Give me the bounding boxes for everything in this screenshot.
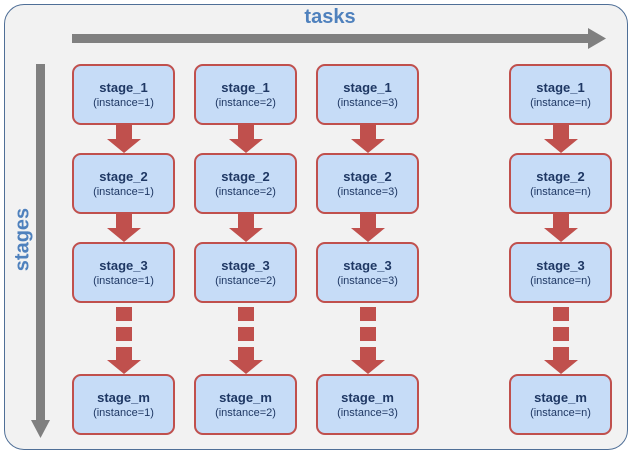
stage-instance: (instance=1)	[93, 185, 154, 198]
stage-box: stage_m (instance=n)	[509, 374, 612, 435]
stage-name: stage_2	[536, 168, 585, 184]
stage-name: stage_m	[534, 389, 587, 405]
stage-instance: (instance=n)	[530, 96, 591, 109]
stage-box: stage_2 (instance=n)	[509, 153, 612, 214]
stage-instance: (instance=n)	[530, 185, 591, 198]
stage-name: stage_3	[536, 257, 585, 273]
stage-name: stage_1	[221, 79, 270, 95]
stage-box: stage_2 (instance=3)	[316, 153, 419, 214]
flow-arrow	[106, 125, 141, 153]
stage-name: stage_m	[97, 389, 150, 405]
stage-instance: (instance=2)	[215, 96, 276, 109]
stage-box: stage_3 (instance=n)	[509, 242, 612, 303]
stage-name: stage_3	[221, 257, 270, 273]
stage-name: stage_1	[343, 79, 392, 95]
stage-box: stage_2 (instance=1)	[72, 153, 175, 214]
flow-arrow	[350, 347, 385, 374]
tasks-axis-arrow	[72, 28, 606, 49]
stage-instance: (instance=2)	[215, 185, 276, 198]
stage-name: stage_3	[343, 257, 392, 273]
stage-box: stage_m (instance=1)	[72, 374, 175, 435]
flow-arrow	[543, 125, 578, 153]
ellipsis-dash	[359, 307, 376, 321]
stage-instance: (instance=3)	[337, 274, 398, 287]
ellipsis-dash	[115, 307, 132, 321]
stage-name: stage_3	[99, 257, 148, 273]
stage-box: stage_3 (instance=3)	[316, 242, 419, 303]
stage-instance: (instance=1)	[93, 274, 154, 287]
stage-name: stage_2	[343, 168, 392, 184]
stage-instance: (instance=2)	[215, 406, 276, 419]
stage-box: stage_3 (instance=1)	[72, 242, 175, 303]
stage-name: stage_2	[99, 168, 148, 184]
stage-box: stage_1 (instance=2)	[194, 64, 297, 125]
stage-name: stage_2	[221, 168, 270, 184]
stage-instance: (instance=n)	[530, 274, 591, 287]
stage-box: stage_1 (instance=1)	[72, 64, 175, 125]
stage-box: stage_1 (instance=n)	[509, 64, 612, 125]
stage-name: stage_1	[99, 79, 148, 95]
flow-arrow	[350, 125, 385, 153]
stages-axis-label: stages	[11, 207, 34, 272]
stage-instance: (instance=1)	[93, 406, 154, 419]
stage-box: stage_1 (instance=3)	[316, 64, 419, 125]
stage-instance: (instance=3)	[337, 185, 398, 198]
flow-arrow	[106, 214, 141, 242]
stage-name: stage_1	[536, 79, 585, 95]
ellipsis-dash	[359, 327, 376, 341]
stage-box: stage_m (instance=2)	[194, 374, 297, 435]
stage-name: stage_m	[341, 389, 394, 405]
flow-arrow	[350, 214, 385, 242]
tasks-axis-label: tasks	[304, 6, 356, 28]
stage-instance: (instance=n)	[530, 406, 591, 419]
stage-instance: (instance=3)	[337, 406, 398, 419]
flow-arrow	[543, 347, 578, 374]
stages-axis-arrow	[31, 64, 50, 438]
ellipsis-dash	[552, 327, 569, 341]
stage-instance: (instance=3)	[337, 96, 398, 109]
flow-arrow	[228, 125, 263, 153]
ellipsis-dash	[237, 307, 254, 321]
ellipsis-dash	[237, 327, 254, 341]
stage-instance: (instance=1)	[93, 96, 154, 109]
stage-instance: (instance=2)	[215, 274, 276, 287]
flow-arrow	[228, 347, 263, 374]
stage-box: stage_2 (instance=2)	[194, 153, 297, 214]
ellipsis-dash	[552, 307, 569, 321]
stage-name: stage_m	[219, 389, 272, 405]
flow-arrow	[543, 214, 578, 242]
stage-box: stage_m (instance=3)	[316, 374, 419, 435]
stage-box: stage_3 (instance=2)	[194, 242, 297, 303]
flow-arrow	[106, 347, 141, 374]
ellipsis-dash	[115, 327, 132, 341]
flow-arrow	[228, 214, 263, 242]
